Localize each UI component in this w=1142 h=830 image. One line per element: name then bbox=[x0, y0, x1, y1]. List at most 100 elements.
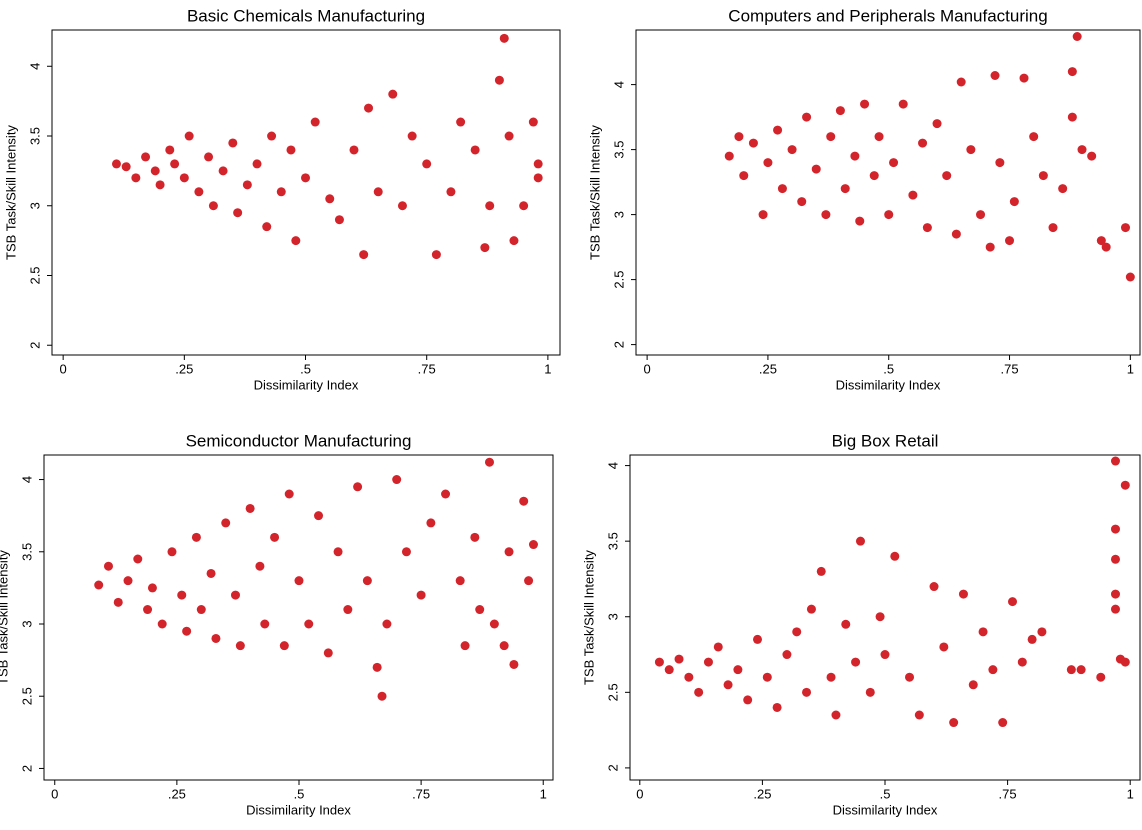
point bbox=[196, 605, 206, 615]
point bbox=[806, 604, 816, 614]
point bbox=[182, 626, 192, 636]
point bbox=[985, 242, 995, 252]
point bbox=[131, 173, 141, 183]
point bbox=[1120, 657, 1130, 667]
point bbox=[743, 695, 753, 705]
point bbox=[276, 187, 286, 197]
panel-title: Basic Chemicals Manufacturing bbox=[187, 6, 425, 25]
point bbox=[470, 145, 480, 155]
point bbox=[782, 650, 792, 660]
point bbox=[416, 590, 426, 600]
y-tick-label: 3 bbox=[27, 202, 42, 209]
point bbox=[850, 151, 860, 161]
point bbox=[230, 590, 240, 600]
point bbox=[811, 164, 821, 174]
x-tick-label: .75 bbox=[418, 361, 436, 376]
y-axis-label: TSB Task/Skill Intensity bbox=[3, 125, 18, 260]
point bbox=[334, 215, 344, 225]
point bbox=[113, 597, 123, 607]
point bbox=[1076, 665, 1086, 675]
point bbox=[377, 691, 387, 701]
point bbox=[359, 250, 369, 260]
panel: Computers and Peripherals Manufacturing D… bbox=[587, 6, 1141, 392]
x-axis-label: Dissimilarity Index bbox=[254, 377, 359, 392]
y-tick-label: 4 bbox=[27, 63, 42, 70]
point bbox=[446, 187, 456, 197]
point bbox=[855, 536, 865, 546]
x-tick-label: 0 bbox=[643, 361, 650, 376]
plot-frame bbox=[635, 29, 1141, 356]
point bbox=[177, 590, 187, 600]
point bbox=[1017, 657, 1027, 667]
point bbox=[155, 180, 165, 190]
point bbox=[968, 680, 978, 690]
y-tick-label: 2.5 bbox=[27, 266, 42, 284]
point bbox=[816, 566, 826, 576]
point bbox=[835, 106, 845, 116]
point bbox=[291, 236, 301, 246]
point bbox=[958, 589, 968, 599]
point bbox=[758, 210, 768, 220]
point bbox=[150, 166, 160, 176]
point bbox=[860, 99, 870, 109]
y-tick-label: 2 bbox=[27, 342, 42, 349]
point bbox=[851, 657, 861, 667]
point bbox=[1072, 32, 1082, 41]
point bbox=[1048, 223, 1058, 233]
point bbox=[401, 547, 411, 557]
point bbox=[141, 152, 151, 162]
y-tick-label: 3 bbox=[611, 211, 626, 218]
point bbox=[978, 627, 988, 637]
point bbox=[890, 551, 900, 561]
point bbox=[284, 489, 294, 499]
point bbox=[484, 457, 494, 467]
point bbox=[869, 171, 879, 181]
point bbox=[167, 547, 177, 557]
point bbox=[734, 132, 744, 142]
point bbox=[325, 194, 335, 204]
point bbox=[932, 119, 942, 129]
point bbox=[826, 132, 836, 142]
point bbox=[1110, 456, 1120, 466]
point bbox=[211, 633, 221, 643]
point bbox=[739, 171, 749, 181]
point bbox=[362, 576, 372, 586]
point bbox=[1027, 634, 1037, 644]
point bbox=[713, 642, 723, 652]
point bbox=[831, 710, 841, 720]
point bbox=[475, 605, 485, 615]
point bbox=[939, 642, 949, 652]
plot-frame bbox=[51, 29, 561, 356]
point bbox=[908, 190, 918, 200]
point bbox=[279, 641, 289, 651]
point bbox=[998, 718, 1008, 728]
point bbox=[179, 173, 189, 183]
point bbox=[966, 145, 976, 155]
point bbox=[684, 672, 694, 682]
point bbox=[703, 657, 713, 667]
point bbox=[1110, 524, 1120, 534]
point bbox=[1038, 171, 1048, 181]
y-tick-label: 3 bbox=[19, 620, 34, 627]
point bbox=[262, 222, 272, 232]
point bbox=[456, 117, 466, 127]
point bbox=[1005, 236, 1015, 246]
point bbox=[103, 561, 113, 571]
point bbox=[1067, 112, 1077, 122]
point bbox=[1121, 223, 1131, 233]
point bbox=[235, 641, 245, 651]
point bbox=[509, 236, 519, 246]
point bbox=[294, 576, 304, 586]
point bbox=[990, 71, 1000, 80]
point bbox=[951, 229, 961, 239]
plot-frame bbox=[629, 454, 1141, 781]
point bbox=[426, 518, 436, 528]
point bbox=[407, 131, 417, 141]
point bbox=[323, 648, 333, 658]
x-tick-label: .75 bbox=[999, 786, 1017, 801]
point bbox=[1110, 554, 1120, 564]
point bbox=[1077, 145, 1087, 155]
y-tick-label: 3.5 bbox=[27, 127, 42, 145]
point bbox=[942, 171, 952, 181]
